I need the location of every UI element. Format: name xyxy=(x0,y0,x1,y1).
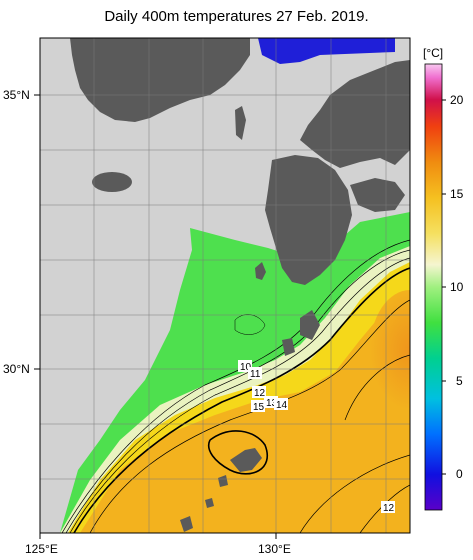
map-title: Daily 400m temperatures 27 Feb. 2019. xyxy=(104,8,369,25)
contour-label: 10 xyxy=(240,362,252,373)
contour-label: 11 xyxy=(250,369,261,380)
contour-label: 15 xyxy=(253,402,265,413)
contour-label: 12 xyxy=(383,503,395,514)
graticule xyxy=(40,38,410,533)
honshu-land xyxy=(300,60,410,168)
latitude-labels: 35°N 30°N xyxy=(3,88,40,376)
colorbar-scale xyxy=(424,63,443,511)
shikoku-island xyxy=(350,178,405,212)
kyushu-land xyxy=(265,155,352,285)
tsushima-island xyxy=(235,106,246,140)
tanegashima-island xyxy=(300,310,320,340)
small-island xyxy=(218,475,228,487)
amami-island xyxy=(230,448,262,472)
colorbar-tick: 5 xyxy=(456,374,463,388)
colorbar-tick: 15 xyxy=(450,187,464,201)
lon-label-130e: 130°E xyxy=(258,542,291,556)
warm-core-east xyxy=(370,290,410,410)
contour-label: 13 xyxy=(266,398,278,409)
cold-water-patch xyxy=(258,38,395,64)
korea-land xyxy=(70,38,250,122)
contour-label: 12 xyxy=(254,388,266,399)
colorbar-unit: [°C] xyxy=(423,46,443,60)
lon-label-125e: 125°E xyxy=(25,542,58,556)
colorbar-tick: 0 xyxy=(456,467,463,481)
map-frame xyxy=(39,37,411,534)
contour-label: 14 xyxy=(276,400,288,411)
warm-orange-zone xyxy=(80,295,410,533)
colorbar-tick: 10 xyxy=(450,280,464,294)
lat-label-35n: 35°N xyxy=(3,88,30,102)
lat-label-30n: 30°N xyxy=(3,362,30,376)
goto-island xyxy=(255,262,266,280)
land-masses xyxy=(70,38,410,532)
small-island xyxy=(205,498,214,508)
colorbar: [°C] 20 15 10 5 0 xyxy=(423,46,464,511)
colorbar-tick: 20 xyxy=(450,93,464,107)
small-island xyxy=(180,516,193,532)
yakushima-island xyxy=(282,338,295,356)
jeju-island xyxy=(92,172,132,192)
longitude-labels: 125°E 130°E xyxy=(25,533,291,556)
contour-labels: 10 11 12 13 14 15 12 xyxy=(238,360,395,514)
